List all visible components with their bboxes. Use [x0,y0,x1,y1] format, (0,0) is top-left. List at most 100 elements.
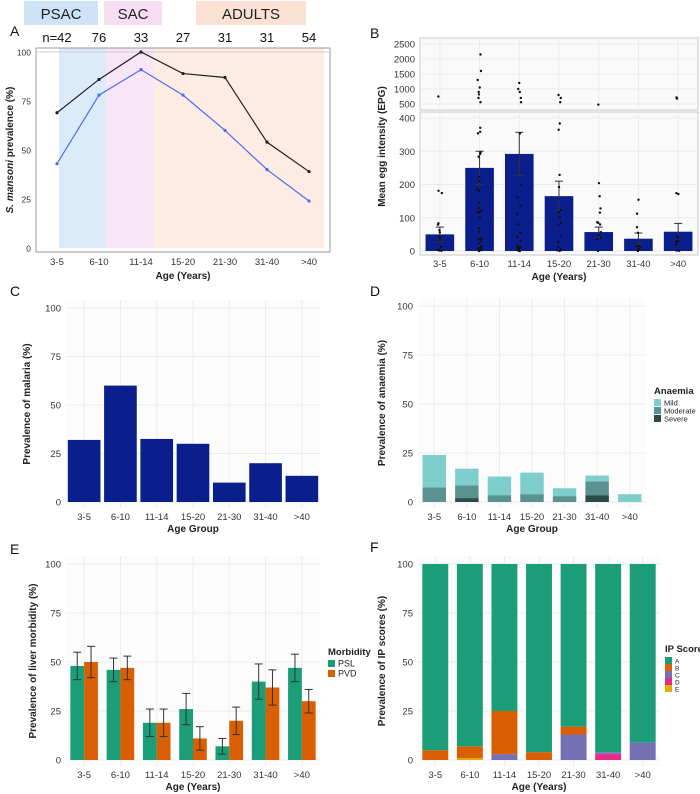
bar [140,438,174,502]
observation-point [557,128,560,131]
legend-swatch-PSL [328,660,335,667]
panel-c-xtick-label: 31-40 [253,512,277,523]
observation-point [597,233,600,237]
stacked-bar-E [456,758,483,760]
panel-e-xtick-label: 6-10 [111,770,130,781]
series-point-blue [97,93,101,97]
panel-c-xtick-label: 6-10 [111,512,130,523]
legend-label: PVD [338,669,357,679]
panel-label-A: A [10,23,20,39]
bar [285,475,319,502]
stacked-bar-B [422,750,449,760]
panel-a-y-axis-title: S. mansoni prevalence (%) [5,87,16,214]
stacked-bar-A [629,564,656,743]
observation-point [557,241,560,244]
panel-e-ytick-label: 100 [45,560,61,571]
stacked-bar-B [526,752,552,760]
adults-region [154,48,324,248]
panel-e-xtick-label: 21-30 [217,770,241,781]
series-point-black [223,75,227,80]
panel-a-ytick-label: 0 [26,244,31,254]
stacked-bar-A [491,564,518,711]
legend-swatch-Mild [654,399,661,406]
panel-d-x-axis-title: Age Group [506,524,558,535]
observation-point [557,223,560,227]
bar-PVD [156,722,171,760]
panel-f-ytick-label: 75 [402,609,413,620]
series-point-blue [139,68,143,72]
observation-point [599,207,602,210]
stacked-bar-Moderate [552,496,577,502]
legend-swatch-A [665,657,672,664]
panel-d-bar-chart: 0 25 50 75 100 3-5 6-10 11-14 15-20 21-30 31-40 >40… [377,298,696,535]
sample-count-label: 31 [218,30,232,45]
legend-label: B [675,666,679,673]
panel-d-xtick-label: 11-14 [488,512,512,523]
observation-point-high [559,96,562,100]
bar [104,385,137,502]
legend-label: C [675,673,680,680]
observation-point [515,212,519,215]
observation-point [677,249,681,253]
legend-title: Morbidity [328,647,371,658]
series-point-black [139,50,143,54]
panel-c-xtick-label: >40 [294,512,310,523]
panel-b-lower-ytick-label: 200 [399,180,415,191]
observation-point [516,235,519,239]
sample-count-label: 31 [260,30,274,45]
panel-c-y-axis-title: Prevalence of malaria (%) [22,343,33,464]
panel-b-xtick-label: 11-14 [507,259,531,270]
legend-swatch-Moderate [654,407,661,414]
observation-point [440,249,443,252]
observation-point [476,132,480,135]
sample-count-label: 76 [92,30,106,45]
observation-point [440,191,444,195]
panel-a-xtick-label: 6-10 [89,257,108,268]
observation-point [638,247,641,250]
observation-point-high [479,69,483,73]
observation-point [477,175,481,178]
bar [425,234,455,251]
age-group-label: ADULTS [222,6,280,23]
observation-point [559,209,562,212]
panel-a-xtick-label: 31-40 [255,257,279,268]
sac-region [106,48,154,248]
panel-b-bar-chart: 500 1000 1500 2000 2500 0 100 200 300 400 3-5 6-10 1… [377,37,699,283]
observation-point [519,204,522,208]
observation-point [438,231,442,234]
panel-d-ytick-label: 25 [402,449,413,460]
stacked-bar-B [560,726,587,735]
observation-point [438,249,441,252]
observation-point [598,211,602,214]
observation-point-high [479,53,482,56]
legend-swatch-C [665,671,672,678]
series-point-black [181,71,185,76]
age-group-box-sac [104,1,162,25]
stacked-bar-C [629,742,656,760]
panel-c-ytick-label: 50 [50,401,61,412]
panel-d-y-axis-title: Prevalence of anaemia (%) [377,340,388,466]
observation-point [439,245,443,249]
observation-point-high [476,78,479,82]
observation-point [557,185,561,189]
observation-point [477,227,481,230]
panel-a-ytick-label: 25 [22,195,32,205]
observation-point-high [479,101,482,104]
observation-point [518,132,522,135]
observation-point-high [597,103,600,106]
panel-b-xtick-label: >40 [670,259,686,270]
observation-point [477,230,481,234]
bar [584,232,614,251]
observation-point [559,248,562,251]
observation-point [675,234,679,238]
panel-c-bar-chart: 0 25 50 75 100 3-5 6-10 11-14 15-20 21-30 31-40 >40… [22,300,320,535]
stacked-bar-A [456,564,483,747]
observation-point [559,235,563,238]
panel-a-xtick-label: 11-14 [129,257,153,268]
panel-e-xtick-label: 15-20 [181,770,205,781]
observation-point [477,155,480,158]
observation-point [476,188,479,191]
observation-point [597,181,601,185]
